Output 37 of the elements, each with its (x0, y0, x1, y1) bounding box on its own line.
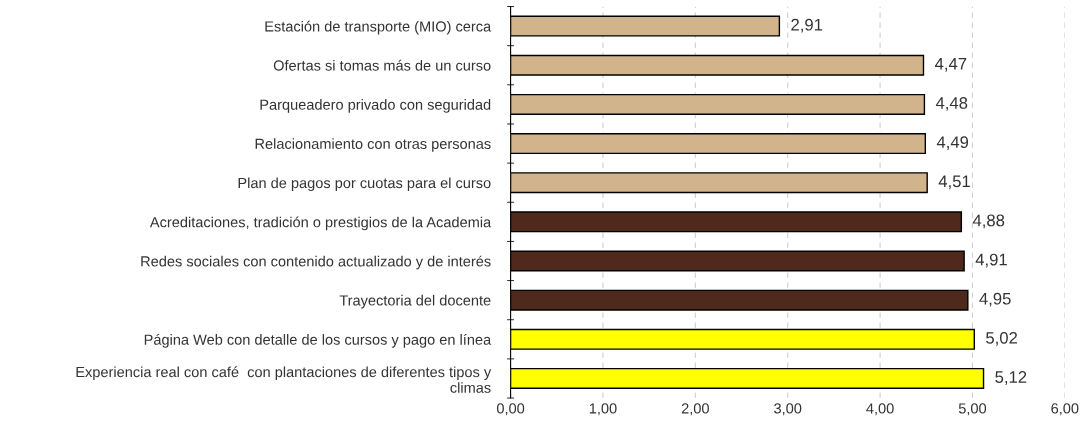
bar (510, 328, 975, 350)
y-tick-label: Acreditaciones, tradición o prestigios de la Academia (149, 216, 492, 231)
y-tick-label: Redes sociales con contenido actualizado y de interés (141, 255, 491, 270)
bar (510, 93, 926, 115)
x-tick-label: 1,00 (589, 403, 617, 416)
data-label: 4,51 (938, 175, 970, 190)
bar (510, 54, 925, 76)
x-tick-label: 4,00 (866, 403, 894, 416)
data-label: 5,12 (995, 371, 1027, 385)
data-label: 4,49 (936, 136, 969, 150)
y-tick-label: Estación de transporte (MIO) cerca (265, 20, 492, 35)
bar (510, 15, 781, 37)
bar (510, 172, 928, 194)
bar (510, 133, 927, 155)
data-label: 4,88 (972, 214, 1005, 229)
bar (510, 367, 985, 389)
y-tick-label: Experiencia real con café con plantaciones de diferentes tipos y climas (76, 366, 492, 393)
x-tick-label: 2,00 (681, 403, 709, 416)
y-tick-label: Ofertas si tomas más de un curso (273, 59, 491, 71)
x-tick-label: 5,00 (958, 403, 987, 416)
bar (510, 211, 963, 233)
x-tick-label: 3,00 (774, 403, 802, 416)
data-label: 4,95 (979, 292, 1011, 307)
y-tick-label: Relacionamiento con otras personas (255, 138, 491, 152)
y-tick-label: Plan de pagos por cuotas para el curso (238, 177, 491, 192)
y-tick-label: Página Web con detalle de los cursos y pago en línea (144, 333, 492, 348)
data-label: 4,48 (935, 97, 968, 111)
y-tick-label: Parqueadero privado con seguridad (260, 99, 491, 113)
data-label: 4,47 (934, 58, 967, 72)
bar (510, 289, 969, 311)
x-tick-label: 6,00 (1051, 403, 1079, 416)
x-tick-label: 0,00 (496, 403, 525, 416)
data-label: 5,02 (986, 331, 1017, 346)
y-tick-label: Trayectoria del docente (339, 294, 491, 309)
bar (510, 250, 965, 272)
data-label: 2,91 (791, 18, 823, 33)
data-label: 4,91 (975, 253, 1007, 268)
